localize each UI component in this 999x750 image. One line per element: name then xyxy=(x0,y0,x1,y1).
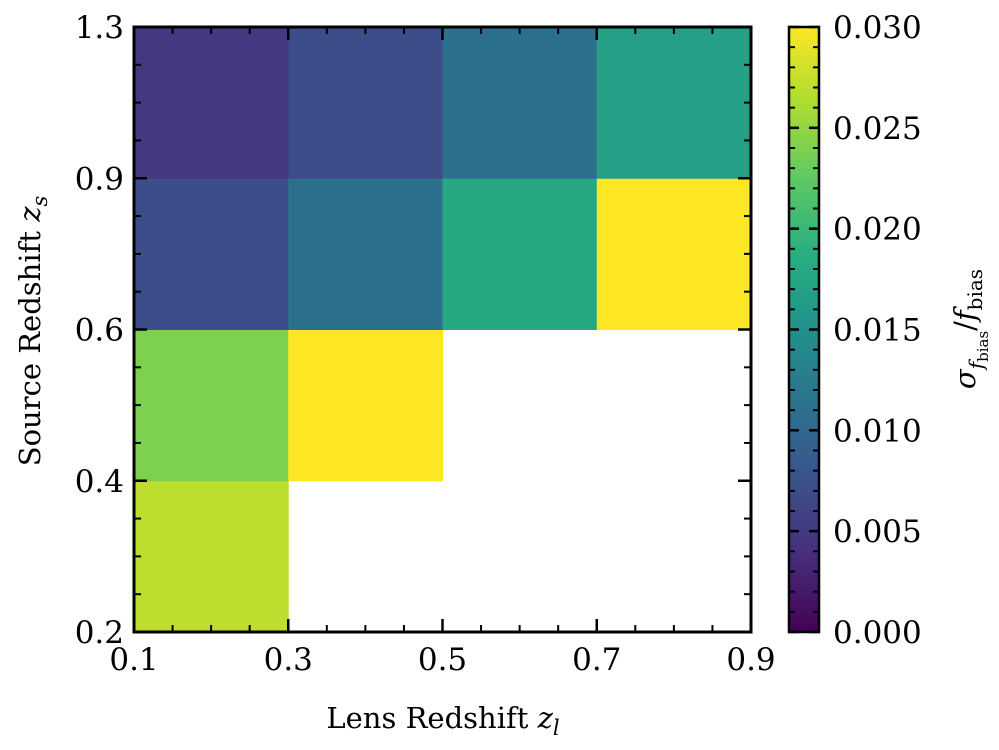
heatmap-cell xyxy=(596,27,752,179)
heatmap-cell xyxy=(596,178,752,330)
colorbar-tick-label: 0.030 xyxy=(833,10,922,46)
colorbar-tick-label: 0.005 xyxy=(833,514,922,550)
x-axis-ticks: 0.1 0.3 0.5 0.7 0.9 xyxy=(109,27,776,678)
heatmap-cell xyxy=(288,27,443,179)
colorbar-tick-label: 0.000 xyxy=(833,615,922,651)
x-tick-label: 0.9 xyxy=(726,642,775,678)
colorbar-tick-label: 0.020 xyxy=(833,212,922,248)
x-tick-label: 0.1 xyxy=(109,642,158,678)
y-tick-label: 0.6 xyxy=(75,313,124,349)
heatmap-cell xyxy=(288,329,443,482)
colorbar-tick-label: 0.025 xyxy=(833,111,922,147)
heatmap-cell xyxy=(134,480,289,633)
colorbar-tick-label: 0.015 xyxy=(833,313,922,349)
colorbar-title: σfbias/fbias xyxy=(948,269,992,389)
colorbar-ticks: 0.000 0.005 0.010 0.015 0.020 0.025 0.030 xyxy=(789,10,922,651)
x-tick-label: 0.5 xyxy=(418,642,467,678)
y-tick-label: 0.2 xyxy=(75,615,124,651)
y-axis-ticks: 0.2 0.4 0.6 0.9 1.3 xyxy=(75,10,751,651)
heatmap-cell xyxy=(134,329,289,482)
heatmap-cell xyxy=(288,178,443,330)
y-tick-label: 1.3 xyxy=(75,10,124,46)
x-axis-title: Lens Redshift zl xyxy=(326,701,559,740)
heatmap-cell xyxy=(134,27,289,179)
heatmap-cell xyxy=(442,27,598,179)
x-tick-label: 0.7 xyxy=(572,642,621,678)
y-tick-label: 0.9 xyxy=(75,161,124,197)
heatmap-cell xyxy=(134,178,289,330)
heatmap-cells xyxy=(134,27,752,633)
heatmap-cell xyxy=(442,178,598,330)
colorbar-tick-label: 0.010 xyxy=(833,413,922,449)
y-tick-label: 0.4 xyxy=(75,464,124,500)
y-axis-title: Source Redshift zs xyxy=(13,196,52,467)
x-tick-label: 0.3 xyxy=(264,642,313,678)
